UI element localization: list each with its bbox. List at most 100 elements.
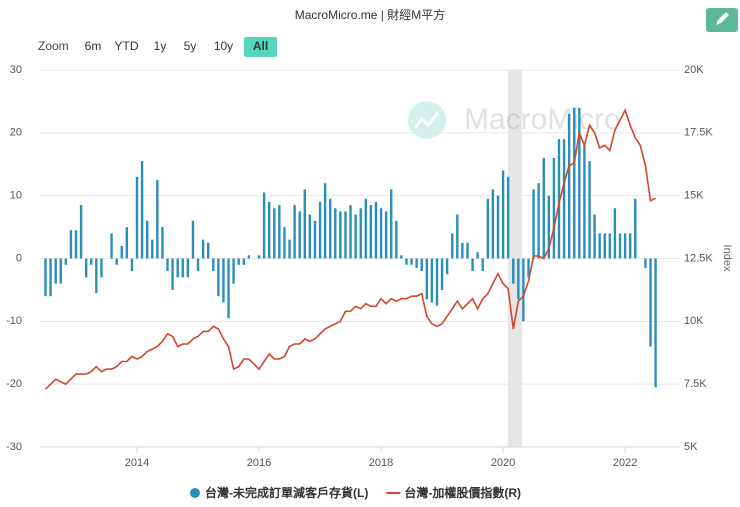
y-tick-label: -20 bbox=[6, 378, 22, 390]
bar bbox=[273, 208, 276, 259]
bar bbox=[186, 258, 190, 278]
bar bbox=[522, 258, 525, 322]
y-tick-label: -30 bbox=[6, 441, 22, 453]
bar bbox=[496, 195, 500, 259]
bar bbox=[405, 258, 408, 265]
bar bbox=[608, 233, 612, 259]
bar bbox=[400, 255, 403, 259]
y2-tick-label: 20K bbox=[684, 64, 704, 76]
bar bbox=[649, 258, 652, 347]
bar bbox=[501, 170, 505, 259]
range-button[interactable]: YTD bbox=[115, 39, 139, 53]
bar bbox=[430, 258, 434, 303]
bar bbox=[613, 208, 617, 259]
y-tick-label: 30 bbox=[10, 64, 22, 76]
bar bbox=[359, 208, 362, 259]
watermark: MacroMicro bbox=[408, 101, 621, 139]
bar bbox=[166, 258, 169, 272]
x-tick-label: 2022 bbox=[613, 457, 637, 469]
bar bbox=[618, 233, 622, 259]
bar bbox=[49, 258, 52, 297]
chart-title: MacroMicro.me | 財經M平方 bbox=[295, 7, 445, 22]
x-tick-label: 2020 bbox=[491, 457, 515, 469]
range-button[interactable]: 5y bbox=[184, 39, 197, 53]
bar bbox=[552, 157, 556, 259]
y-tick-label: 0 bbox=[16, 252, 22, 264]
bar bbox=[44, 258, 47, 297]
bar bbox=[329, 198, 332, 259]
bar bbox=[567, 113, 571, 259]
edit-icon bbox=[716, 12, 729, 25]
x-tick-label: 2014 bbox=[125, 457, 149, 469]
bar bbox=[84, 258, 88, 278]
bar bbox=[69, 230, 73, 259]
bar bbox=[654, 258, 657, 388]
bar bbox=[156, 179, 159, 259]
bar bbox=[59, 258, 62, 284]
bar bbox=[532, 189, 535, 259]
bar bbox=[100, 258, 103, 278]
bar bbox=[628, 233, 632, 259]
x-tick-label: 2018 bbox=[369, 457, 393, 469]
y2-tick-label: 12.5K bbox=[684, 252, 713, 264]
bar bbox=[481, 258, 484, 272]
y-tick-label: 10 bbox=[10, 190, 22, 202]
bar bbox=[369, 205, 373, 259]
bar bbox=[466, 242, 469, 259]
bar bbox=[207, 242, 210, 259]
bar bbox=[593, 214, 596, 259]
bar bbox=[578, 107, 581, 259]
bar bbox=[517, 258, 520, 300]
bar bbox=[420, 258, 423, 272]
bar bbox=[288, 239, 291, 259]
bar bbox=[268, 201, 271, 259]
y-tick-label: -10 bbox=[6, 315, 22, 327]
bar bbox=[308, 214, 312, 259]
bar bbox=[527, 258, 530, 278]
bar bbox=[79, 205, 83, 259]
y2-tick-label: 5K bbox=[684, 441, 698, 453]
bar bbox=[257, 255, 261, 259]
bar bbox=[598, 233, 601, 259]
bar bbox=[562, 139, 566, 259]
bar bbox=[135, 176, 139, 259]
bar bbox=[623, 233, 627, 259]
bar bbox=[232, 258, 235, 284]
bar bbox=[313, 220, 317, 259]
bar bbox=[161, 227, 164, 259]
bar bbox=[95, 258, 98, 294]
bar bbox=[242, 258, 245, 265]
bar bbox=[201, 239, 205, 259]
bar bbox=[542, 157, 545, 259]
legend-label[interactable]: 台灣-加權股價指數(R) bbox=[404, 485, 521, 500]
bar bbox=[283, 227, 286, 259]
bar bbox=[217, 258, 220, 297]
y2-tick-label: 10K bbox=[684, 315, 704, 327]
range-button[interactable]: 1y bbox=[154, 39, 167, 53]
bar bbox=[415, 258, 418, 268]
range-button[interactable]: 10y bbox=[214, 39, 233, 53]
bar bbox=[237, 258, 240, 265]
bar bbox=[456, 214, 459, 259]
line bbox=[44, 108, 656, 390]
range-button[interactable]: All bbox=[253, 39, 268, 53]
y2-tick-label: 15K bbox=[684, 190, 704, 202]
bar bbox=[64, 258, 68, 265]
y2-axis-label: Index bbox=[721, 245, 733, 272]
bar bbox=[506, 176, 510, 259]
legend-marker bbox=[190, 488, 200, 498]
bar bbox=[222, 258, 225, 303]
bar bbox=[390, 189, 393, 259]
bar bbox=[278, 205, 281, 259]
watermark-logo bbox=[408, 101, 446, 139]
bar bbox=[130, 258, 134, 272]
bar bbox=[171, 258, 174, 290]
bar bbox=[491, 189, 495, 259]
bar bbox=[486, 198, 490, 259]
bar bbox=[476, 252, 479, 259]
bar bbox=[181, 258, 184, 278]
bar bbox=[74, 230, 78, 259]
range-button[interactable]: 6m bbox=[85, 39, 102, 53]
legend-label[interactable]: 台灣-未完成訂單減客戶存貨(L) bbox=[205, 485, 368, 500]
